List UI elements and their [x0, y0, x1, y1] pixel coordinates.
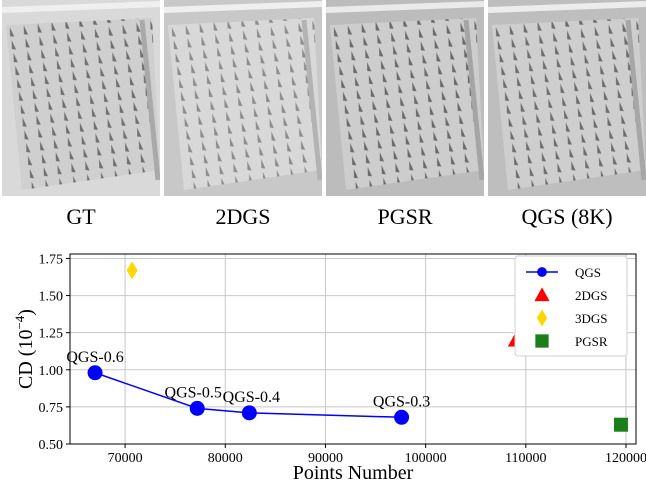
panel-gt	[2, 0, 160, 196]
data-point-pgsr	[613, 417, 628, 432]
x-tick-label: 90000	[308, 451, 343, 466]
y-axis-label-close: )	[15, 309, 37, 316]
y-tick-label: 0.75	[39, 401, 64, 416]
y-axis-label-exponent: −4	[12, 315, 27, 329]
legend-label-pgsr: PGSR	[575, 334, 608, 349]
legend-label-qgs: QGS	[575, 265, 601, 280]
y-axis-label: CD (10−4)	[12, 309, 37, 389]
render-image-gt	[2, 0, 160, 196]
panel-label-gt: GT	[66, 204, 96, 229]
x-axis-ticks: 70000 80000 90000 100000 110000 120000	[108, 444, 646, 466]
data-point-qgs	[189, 400, 205, 416]
y-tick-label: 0.50	[39, 438, 64, 453]
x-tick-label: 70000	[108, 451, 143, 466]
x-tick-label: 120000	[605, 451, 646, 466]
point-label: QGS-0.3	[373, 393, 430, 410]
point-label: QGS-0.5	[165, 384, 222, 401]
panel-label-qgs: QGS (8K)	[521, 204, 613, 229]
data-series	[87, 261, 628, 432]
legend-marker-pgsr	[535, 334, 549, 348]
plot-frame	[69, 253, 637, 445]
point-labels: QGS-0.6 QGS-0.5 QGS-0.4 QGS-0.3	[66, 349, 430, 411]
panel-pgsr	[326, 0, 484, 196]
x-tick-label: 100000	[405, 451, 447, 466]
legend-label-2dgs: 2DGS	[575, 288, 608, 303]
x-axis-label: Points Number	[293, 462, 414, 484]
y-axis-ticks: 0.50 0.75 1.00 1.25 1.50 1.75	[39, 252, 70, 453]
render-image-pgsr	[326, 0, 484, 196]
series-line-qgs	[94, 372, 402, 419]
y-tick-label: 1.75	[39, 252, 64, 267]
data-point-qgs	[241, 405, 257, 421]
render-image-qgs	[488, 0, 646, 196]
legend-marker-3dgs	[536, 309, 548, 327]
point-label: QGS-0.4	[223, 389, 280, 406]
legend: QGS 2DGS 3DGS PGSR	[514, 255, 628, 357]
data-point-3dgs	[126, 261, 138, 280]
legend-marker-2dgs	[534, 287, 550, 302]
legend-box	[514, 255, 628, 357]
y-tick-label: 1.00	[39, 364, 64, 379]
point-label: QGS-0.6	[66, 349, 123, 366]
panel-2dgs	[164, 0, 322, 196]
y-tick-label: 1.50	[39, 290, 64, 305]
chart: 70000 80000 90000 100000 110000 120000 0.500.…	[12, 252, 646, 484]
panel-qgs	[488, 0, 646, 196]
legend-label-3dgs: 3DGS	[575, 311, 608, 326]
panel-label-2dgs: 2DGS	[215, 204, 271, 229]
data-point-qgs	[87, 365, 103, 381]
x-tick-label: 80000	[208, 451, 243, 466]
x-tick-label: 110000	[505, 451, 546, 466]
y-tick-label: 1.25	[39, 327, 64, 342]
panel-label-pgsr: PGSR	[377, 204, 433, 229]
legend-marker-qgs	[537, 267, 547, 277]
data-point-qgs	[394, 409, 410, 425]
y-axis-label-base: CD (10	[15, 330, 37, 389]
render-image-2dgs	[164, 0, 322, 196]
